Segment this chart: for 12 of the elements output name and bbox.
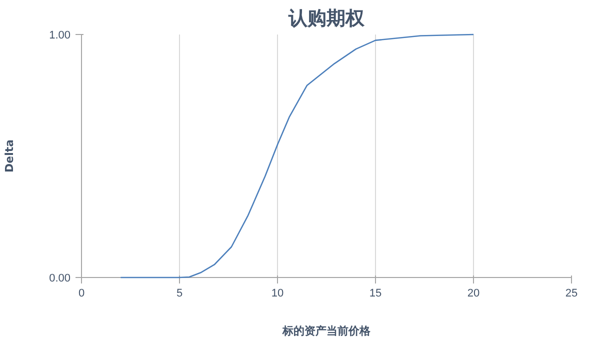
x-tick-label: 20 bbox=[467, 288, 480, 300]
x-axis-title: 标的资产当前价格 bbox=[282, 324, 372, 338]
y-axis-title: Delta bbox=[3, 139, 16, 173]
y-tick-label: 1.00 bbox=[49, 30, 71, 42]
x-tick-label: 25 bbox=[565, 288, 578, 300]
x-tick-label: 10 bbox=[271, 288, 284, 300]
x-tick-label: 5 bbox=[176, 288, 183, 300]
chart-title: 认购期权 bbox=[288, 8, 366, 30]
x-tick-label: 15 bbox=[369, 288, 382, 300]
line-series bbox=[120, 34, 474, 278]
y-tick-label: 0.00 bbox=[49, 272, 71, 284]
x-tick-label: 0 bbox=[78, 288, 85, 300]
